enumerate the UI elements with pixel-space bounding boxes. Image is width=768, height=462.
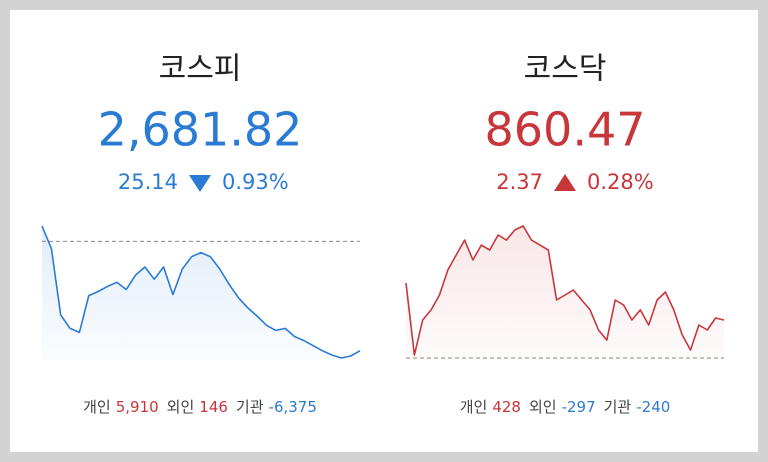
index-name: 코스닥: [524, 52, 607, 87]
change: 2.37: [496, 170, 543, 194]
investor-value: -6,375: [269, 398, 317, 416]
area: [42, 226, 360, 360]
direction-arrow: [189, 175, 211, 192]
investor-value: 428: [492, 398, 521, 416]
change-pct: 0.93%: [222, 170, 289, 194]
price-line: [405, 225, 725, 356]
change: 25.14: [118, 170, 178, 194]
direction-arrow: [554, 174, 576, 191]
investor-summary: 개인 428 외인 -297 기관 -240: [460, 398, 671, 416]
investor-value: -297: [562, 398, 596, 416]
index-value: 860.47: [485, 103, 646, 157]
index-name: 코스피: [159, 52, 242, 87]
investor-value: 5,910: [116, 398, 159, 416]
price-line: [41, 225, 361, 359]
investor-label: 외인: [529, 398, 557, 416]
card: [10, 10, 758, 452]
investor-value: 146: [199, 398, 228, 416]
investor-label: 기관: [236, 398, 264, 416]
index-value: 2,681.82: [98, 103, 303, 157]
change-pct: 0.28%: [587, 170, 654, 194]
investor-label: 기관: [604, 398, 632, 416]
investor-label: 외인: [167, 398, 195, 416]
investor-label: 개인: [83, 398, 111, 416]
investor-summary: 개인 5,910 외인 146 기관 -6,375: [83, 398, 317, 416]
investor-value: -240: [636, 398, 670, 416]
area: [406, 226, 724, 360]
investor-label: 개인: [460, 398, 488, 416]
